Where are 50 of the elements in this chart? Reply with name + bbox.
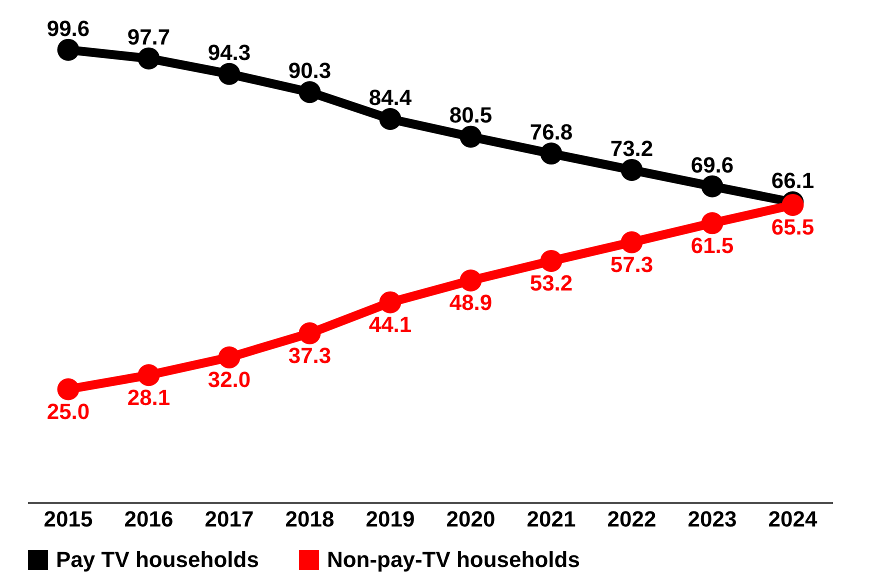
data-label: 61.5 [690, 232, 734, 258]
point [57, 378, 80, 400]
data-label: 44.1 [368, 312, 412, 337]
x-tick-label: 2016 [124, 506, 174, 532]
x-tick-label: 2017 [204, 506, 254, 532]
point [620, 158, 643, 181]
point [379, 108, 402, 130]
point [460, 126, 482, 148]
data-label: 80.5 [449, 102, 492, 128]
data-label: 25.0 [46, 398, 90, 424]
data-label: 69.6 [690, 152, 734, 178]
x-tick-label: 2019 [366, 506, 415, 532]
point [298, 322, 321, 344]
data-label: 53.2 [530, 270, 573, 296]
point [701, 212, 724, 234]
data-label: 84.4 [368, 84, 412, 110]
point [379, 291, 402, 314]
x-tick-label: 2018 [285, 506, 334, 532]
legend-label: Non-pay-TV households [326, 547, 580, 573]
point [540, 142, 562, 165]
point [218, 62, 240, 85]
point [701, 175, 724, 198]
data-label: 57.3 [610, 252, 654, 277]
point [138, 364, 160, 386]
x-tick-label: 2020 [446, 506, 496, 532]
data-label: 97.7 [127, 24, 170, 50]
point [218, 346, 240, 368]
data-label: 73.2 [610, 136, 654, 161]
legend-label: Pay TV households [56, 547, 259, 573]
data-label: 28.1 [127, 384, 170, 410]
point [620, 231, 643, 254]
data-label: 76.8 [530, 120, 573, 145]
point [298, 81, 321, 104]
data-label: 65.5 [771, 214, 814, 240]
point [540, 250, 562, 272]
data-label: 66.1 [771, 168, 814, 194]
point [138, 47, 160, 70]
data-label: 90.3 [288, 58, 332, 84]
x-tick-label: 2024 [768, 506, 818, 532]
data-label: 99.6 [46, 16, 90, 41]
x-tick-label: 2022 [607, 506, 656, 532]
data-label: 37.3 [288, 342, 332, 368]
data-label: 48.9 [449, 290, 492, 316]
x-tick-label: 2021 [526, 506, 576, 532]
data-label: 94.3 [208, 40, 251, 65]
point [460, 270, 482, 292]
point [57, 38, 80, 61]
x-tick-label: 2015 [44, 506, 93, 532]
data-label: 32.0 [208, 367, 251, 392]
x-tick-label: 2023 [688, 506, 737, 532]
